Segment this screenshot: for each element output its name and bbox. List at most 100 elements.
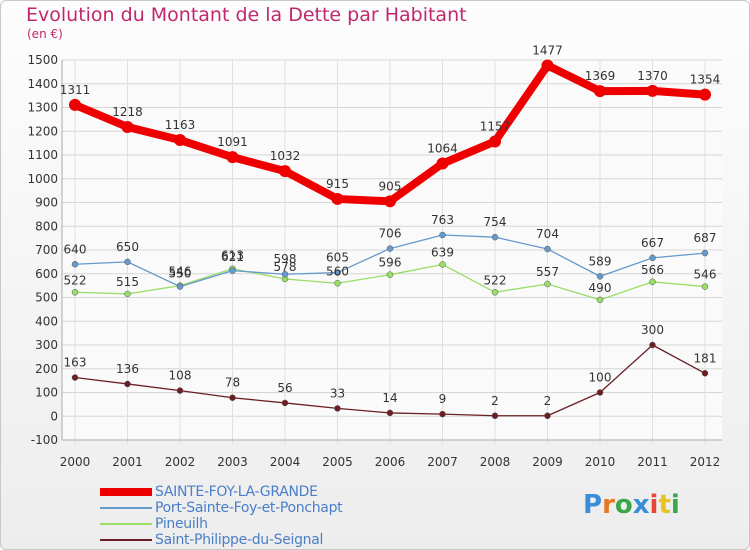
data-label: 1354 — [690, 73, 721, 87]
data-label: 100 — [589, 371, 612, 385]
legend-swatch — [100, 539, 152, 541]
data-point — [71, 261, 79, 268]
data-point — [281, 270, 289, 278]
x-tick-label: 2002 — [165, 455, 196, 469]
data-label: 1370 — [637, 69, 668, 83]
data-point — [544, 412, 551, 420]
logo-letter: r — [602, 490, 615, 520]
data-point — [226, 151, 239, 164]
data-point — [544, 280, 551, 288]
data-point — [176, 387, 184, 394]
data-point — [334, 269, 341, 276]
data-label: 9 — [439, 392, 447, 406]
y-tick-label: 0 — [50, 409, 58, 423]
data-point — [124, 380, 131, 388]
data-label: 1064 — [427, 142, 458, 156]
legend: SAINTE-FOY-LA-GRANDE Port-Sainte-Foy-et-… — [100, 484, 400, 548]
data-point — [386, 409, 394, 417]
data-label: 550 — [169, 267, 192, 281]
data-point — [701, 283, 709, 290]
data-label: 33 — [330, 386, 345, 400]
data-point — [174, 134, 186, 147]
data-point — [596, 296, 604, 304]
data-point — [491, 289, 499, 296]
legend-label-port-sainte-foy: Port-Sainte-Foy-et-Ponchapt — [155, 500, 343, 516]
data-point — [124, 258, 131, 266]
data-label: 596 — [379, 256, 402, 270]
data-point — [229, 267, 236, 274]
proxiti-logo: Proxiti — [583, 490, 680, 520]
data-point — [384, 195, 396, 208]
data-point — [439, 410, 446, 418]
data-label: 1163 — [165, 118, 196, 132]
data-label: 108 — [169, 369, 192, 383]
data-label: 589 — [589, 254, 612, 268]
data-label: 557 — [536, 265, 559, 279]
y-tick-label: 1100 — [27, 148, 58, 162]
y-tick-label: 1000 — [27, 172, 58, 186]
data-label: 578 — [274, 260, 297, 274]
data-point — [491, 233, 499, 241]
data-label: 136 — [116, 362, 139, 376]
data-label: 566 — [641, 263, 664, 277]
legend-item-pineuilh: Pineuilh — [100, 516, 400, 532]
data-point — [596, 273, 604, 280]
data-point — [176, 283, 184, 290]
data-point — [649, 278, 656, 286]
data-point — [121, 120, 134, 133]
legend-label-sainte-foy: SAINTE-FOY-LA-GRANDE — [155, 484, 318, 500]
data-point — [229, 394, 236, 401]
data-label: 605 — [326, 251, 349, 265]
data-label: 522 — [484, 273, 507, 287]
data-label: 667 — [641, 236, 664, 250]
legend-swatch — [100, 523, 152, 525]
data-label: 598 — [274, 252, 297, 266]
data-point — [594, 85, 606, 98]
y-tick-label: 900 — [35, 196, 58, 210]
y-tick-label: 600 — [35, 267, 58, 281]
data-point — [386, 271, 394, 278]
data-point — [646, 84, 659, 97]
data-point — [281, 399, 289, 407]
y-tick-label: 100 — [35, 386, 58, 400]
x-tick-label: 2005 — [322, 455, 353, 469]
data-label: 1091 — [217, 135, 248, 149]
data-label: 560 — [326, 264, 349, 278]
x-tick-label: 2000 — [60, 455, 91, 469]
legend-item-port-sainte-foy: Port-Sainte-Foy-et-Ponchapt — [100, 500, 400, 516]
data-label: 546 — [169, 265, 192, 279]
data-label: 546 — [694, 268, 717, 282]
data-point — [439, 261, 446, 268]
data-point — [334, 280, 341, 287]
data-point — [699, 88, 711, 101]
y-tick-label: 200 — [35, 362, 58, 376]
data-label: 14 — [382, 391, 397, 405]
data-label: 704 — [536, 227, 559, 241]
data-label: 2 — [491, 394, 499, 408]
data-point — [649, 341, 656, 349]
data-point — [71, 289, 79, 296]
data-label: 1311 — [60, 83, 91, 97]
data-label: 163 — [64, 356, 87, 370]
data-label: 905 — [379, 179, 402, 193]
data-point — [596, 389, 604, 396]
logo-letter: i — [670, 490, 680, 520]
data-label: 1032 — [270, 149, 301, 163]
y-tick-label: 1300 — [27, 101, 58, 115]
data-point — [124, 290, 131, 298]
y-tick-label: 1500 — [27, 53, 58, 67]
data-label: 490 — [589, 281, 612, 295]
data-point — [331, 192, 344, 205]
data-label: 754 — [484, 215, 507, 229]
data-label: 1477 — [532, 43, 563, 57]
data-point — [279, 165, 291, 178]
data-label: 613 — [221, 249, 244, 263]
logo-letter: i — [649, 490, 659, 520]
data-point — [71, 374, 79, 381]
y-tick-label: 1400 — [27, 77, 58, 91]
x-tick-label: 2008 — [480, 455, 511, 469]
data-point — [701, 249, 709, 257]
x-tick-label: 2009 — [532, 455, 563, 469]
logo-letter: x — [632, 490, 650, 520]
